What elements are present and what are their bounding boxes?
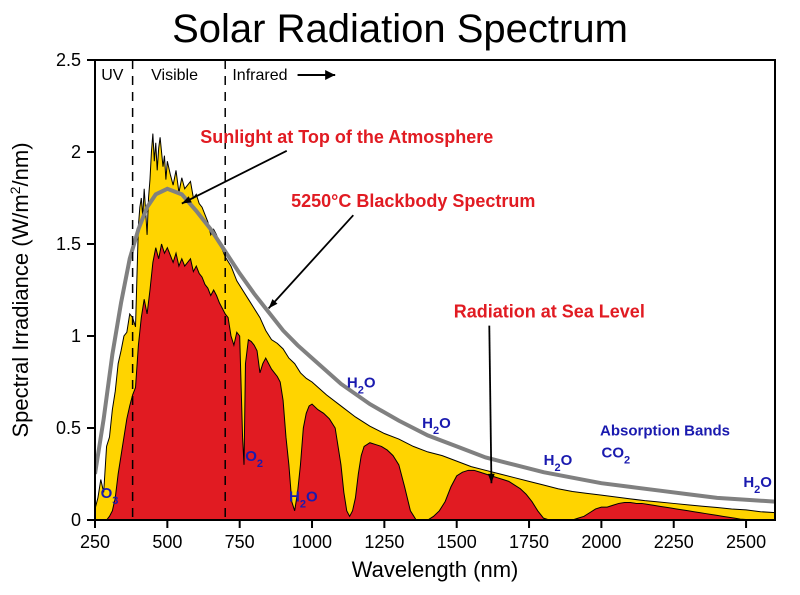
x-tick-label: 2250 — [654, 532, 694, 552]
absorption-bands-label: Absorption Bands — [600, 422, 730, 439]
x-axis-label: Wavelength (nm) — [352, 557, 519, 582]
x-tick-label: 2500 — [726, 532, 766, 552]
chart-title: Solar Radiation Spectrum — [172, 7, 628, 51]
x-tick-label: 2000 — [581, 532, 621, 552]
y-tick-label: 1.5 — [56, 234, 81, 254]
x-tick-label: 500 — [152, 532, 182, 552]
y-tick-label: 2.5 — [56, 50, 81, 70]
region-label-infrared: Infrared — [232, 67, 287, 84]
region-label-uv: UV — [101, 67, 124, 84]
y-tick-label: 0.5 — [56, 418, 81, 438]
y-axis-label: Spectral Irradiance (W/m2/nm) — [7, 142, 33, 437]
y-tick-label: 2 — [71, 142, 81, 162]
region-label-visible: Visible — [151, 67, 198, 84]
x-tick-label: 250 — [80, 532, 110, 552]
x-tick-label: 1000 — [292, 532, 332, 552]
y-tick-label: 1 — [71, 326, 81, 346]
toa-label: Sunlight at Top of the Atmosphere — [200, 127, 493, 147]
x-tick-label: 1750 — [509, 532, 549, 552]
y-tick-label: 0 — [71, 510, 81, 530]
x-tick-label: 1250 — [364, 532, 404, 552]
x-tick-label: 750 — [225, 532, 255, 552]
sea-level-label: Radiation at Sea Level — [454, 302, 645, 322]
x-tick-label: 1500 — [437, 532, 477, 552]
blackbody-label: 5250°C Blackbody Spectrum — [291, 191, 535, 211]
